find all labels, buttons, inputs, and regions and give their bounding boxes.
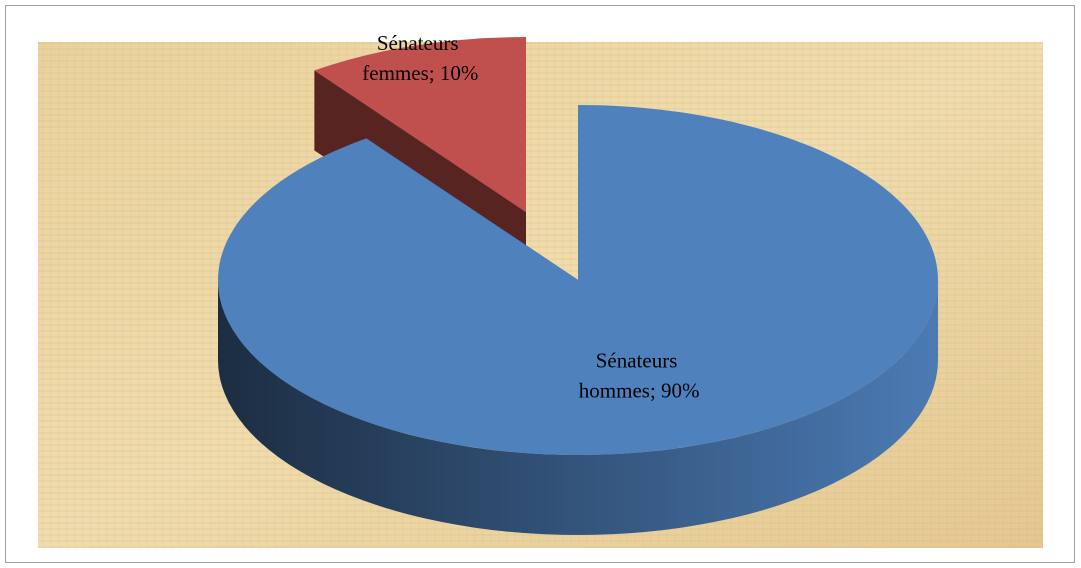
data-label: Sénateurs hommes; 90% <box>579 349 700 403</box>
pie <box>217 37 938 535</box>
slice <box>217 105 938 455</box>
slice-side-shade <box>218 280 938 535</box>
data-label: Sénateurs femmes; 10% <box>362 31 478 85</box>
slice <box>314 37 526 212</box>
